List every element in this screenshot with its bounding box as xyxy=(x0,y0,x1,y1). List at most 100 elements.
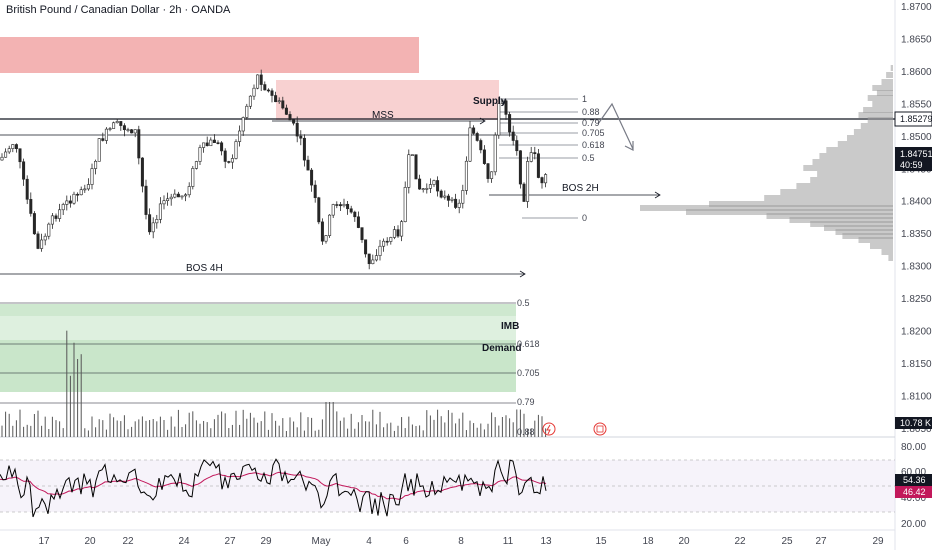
volume-profile-bar xyxy=(709,201,893,207)
candle-body xyxy=(212,139,216,143)
volume-profile-bar xyxy=(766,213,893,219)
rsi-tick-label: 40.00 xyxy=(901,493,926,504)
flash-icon[interactable] xyxy=(542,422,556,436)
volume-tag-box xyxy=(895,417,932,429)
candle-body xyxy=(90,168,94,185)
candle-body xyxy=(184,194,188,197)
candle-body xyxy=(277,100,281,103)
candle-body xyxy=(205,142,209,147)
projection-path xyxy=(597,102,634,150)
candle-body xyxy=(47,223,51,237)
price-tag-box-last xyxy=(895,147,932,171)
time-tick-label: 18 xyxy=(642,536,654,547)
rsi-tick-label: 80.00 xyxy=(901,442,926,453)
candle-body xyxy=(112,122,116,129)
candle-body xyxy=(122,125,126,131)
fib-lower-label-0705: 0.705 xyxy=(517,368,540,378)
candle-body xyxy=(54,215,58,219)
candle-body xyxy=(94,160,98,169)
time-axis[interactable]: 17 20 22 24 27 29 May 4 6 8 11 13 15 18 20 22 25 27 29 xyxy=(38,536,884,547)
candle-body xyxy=(457,202,461,208)
candle-body xyxy=(248,95,252,107)
candle-body xyxy=(14,144,18,150)
candle-body xyxy=(436,180,440,192)
candle-body xyxy=(130,129,134,134)
candle-body xyxy=(194,161,198,169)
candle-body xyxy=(40,239,44,249)
candle-body xyxy=(385,240,389,243)
volume-profile-bar xyxy=(796,183,893,189)
candle-body xyxy=(486,163,490,179)
candle-body xyxy=(126,129,130,131)
supply-zone xyxy=(276,80,499,120)
price-tick-label: 1.86000 xyxy=(901,67,932,78)
candle-body xyxy=(209,139,213,147)
price-tag-current: 1.85279 xyxy=(900,114,932,124)
candle-body xyxy=(504,100,508,115)
bos-4h-label: BOS 4H xyxy=(186,263,223,274)
time-tick-label: 25 xyxy=(781,536,793,547)
candle-body xyxy=(43,235,47,241)
bos-2h-label: BOS 2H xyxy=(562,183,599,194)
time-tick-label: 15 xyxy=(595,536,607,547)
candle-body xyxy=(11,144,15,149)
volume-profile-bar xyxy=(872,85,893,91)
price-tag-countdown: 40:59 xyxy=(900,160,923,170)
time-tick-label: 13 xyxy=(540,536,552,547)
candle-body xyxy=(306,159,310,171)
price-tag-last: 1.84751 xyxy=(900,149,932,159)
fib-lower-label-05: 0.5 xyxy=(517,298,530,308)
rsi-line xyxy=(0,458,547,518)
time-tick-label: May xyxy=(312,536,331,547)
candle-body xyxy=(198,147,202,162)
price-tick-label: 1.81500 xyxy=(901,359,932,370)
candle-body xyxy=(414,154,418,180)
candle-body xyxy=(238,130,242,142)
volume-profile-bar xyxy=(881,249,893,255)
fib-label-0705: 0.705 xyxy=(582,128,605,138)
candle-body xyxy=(335,204,339,206)
time-tick-label: 22 xyxy=(734,536,746,547)
price-axis[interactable]: 1.870001.865001.860001.855001.850001.845… xyxy=(901,2,932,435)
candle-body xyxy=(32,213,36,235)
supply-label: Supply xyxy=(473,96,507,107)
candle-body xyxy=(360,227,364,241)
candle-body xyxy=(108,128,112,130)
candle-body xyxy=(187,186,191,196)
candle-body xyxy=(137,129,141,159)
event-icon[interactable] xyxy=(593,422,607,436)
candle-body xyxy=(475,133,479,141)
candle-body xyxy=(36,233,40,249)
candle-body xyxy=(472,127,476,134)
candle-body xyxy=(338,204,342,207)
candle-body xyxy=(526,161,530,202)
volume-profile-bar xyxy=(812,159,893,165)
time-tick-label: 20 xyxy=(678,536,690,547)
volume-profile-bar xyxy=(810,221,893,227)
candle-body xyxy=(76,193,80,196)
imb-label: IMB xyxy=(501,321,519,332)
candle-body xyxy=(176,193,180,198)
price-tag-box-current xyxy=(894,111,932,127)
demand-zone-top xyxy=(0,304,516,316)
candle-body xyxy=(284,107,288,115)
candle-body xyxy=(353,211,357,218)
candle-body xyxy=(158,203,162,220)
volume-profile-bar xyxy=(837,141,893,147)
price-tick-label: 1.85000 xyxy=(901,132,932,143)
time-tick-label: 29 xyxy=(872,536,884,547)
rsi-ma-tag: 46.42 xyxy=(903,487,926,497)
candle-body xyxy=(202,142,206,148)
volume-profile-bar xyxy=(842,233,893,239)
volume-profile-bar xyxy=(824,225,893,231)
candle-body xyxy=(245,105,249,118)
candle-body xyxy=(490,171,494,179)
price-tick-label: 1.82000 xyxy=(901,327,932,338)
candle-body xyxy=(270,90,274,96)
mss-arrowhead xyxy=(479,117,486,125)
candle-body xyxy=(403,187,407,222)
candle-body xyxy=(144,185,148,215)
candle-body xyxy=(101,138,105,141)
candle-body xyxy=(151,222,155,233)
